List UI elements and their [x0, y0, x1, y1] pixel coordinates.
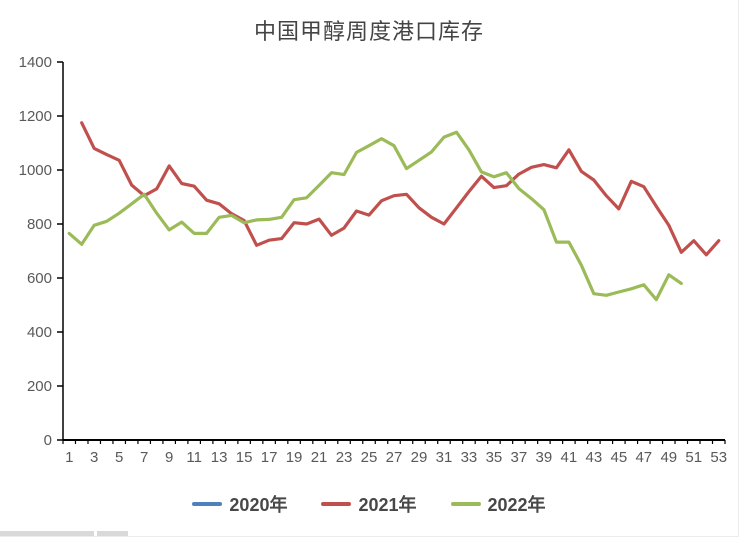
x-axis-tick-label: 25 [361, 449, 378, 466]
y-axis-tick-label: 1200 [19, 108, 52, 125]
x-axis-tick-label: 29 [411, 449, 428, 466]
x-axis-tick-label: 11 [186, 449, 202, 466]
legend-line-swatch-2020 [192, 502, 223, 506]
x-axis-tick-label: 41 [561, 449, 578, 466]
y-axis-tick-label: 1000 [19, 162, 52, 179]
x-axis-tick-label: 23 [336, 449, 353, 466]
x-axis-tick-label: 3 [90, 449, 98, 466]
x-axis-tick-label: 31 [436, 449, 453, 466]
x-axis-tick-label: 49 [660, 449, 677, 466]
x-axis-tick-label: 39 [536, 449, 553, 466]
x-axis-tick-label: 51 [685, 449, 702, 466]
y-axis-tick-label: 800 [27, 216, 52, 233]
series-line-2022 [67, 130, 683, 302]
legend-item-2022[interactable]: 2022年 [450, 491, 546, 517]
spreadsheet-cell-edge [0, 531, 94, 536]
legend-label: 2021年 [358, 495, 417, 515]
x-axis-tick-label: 13 [211, 449, 228, 466]
legend-item-2020[interactable]: 2020年 [192, 491, 287, 517]
chart-legend: 2020年 2021年 2022年 [0, 491, 738, 517]
legend-line-swatch-2021 [321, 502, 352, 506]
y-axis-tick-label: 0 [44, 432, 52, 449]
x-axis-tick-label: 33 [461, 449, 478, 466]
x-axis-tick-label: 9 [165, 449, 173, 466]
x-axis-tick-label: 17 [261, 449, 278, 466]
x-axis-tick-label: 37 [511, 449, 528, 466]
x-axis-tick-label: 45 [610, 449, 627, 466]
legend-line-swatch-2022 [450, 502, 481, 506]
x-axis-tick-label: 27 [386, 449, 403, 466]
x-axis-tick-label: 19 [286, 449, 303, 466]
spreadsheet-cell-edge [97, 531, 128, 536]
x-axis-tick-label: 15 [236, 449, 253, 466]
x-axis-tick-label: 21 [311, 449, 328, 466]
y-axis-tick-label: 400 [27, 324, 52, 341]
x-axis-tick-label: 47 [635, 449, 652, 466]
y-axis-tick-label: 200 [27, 378, 52, 395]
x-axis-tick-label: 1 [65, 449, 73, 466]
x-axis-tick-label: 43 [586, 449, 603, 466]
legend-item-2021[interactable]: 2021年 [321, 491, 417, 517]
x-axis-tick-label: 53 [710, 449, 727, 466]
y-axis-tick-label: 1400 [19, 54, 52, 71]
legend-label: 2020年 [229, 495, 288, 515]
chart-title: 中国甲醇周度港口库存 [253, 19, 484, 44]
x-axis-tick-label: 5 [115, 449, 123, 466]
x-axis-tick-label: 7 [140, 449, 148, 466]
y-axis-tick-label: 600 [27, 270, 52, 287]
legend-label: 2022年 [487, 495, 546, 515]
x-axis-tick-label: 35 [486, 449, 503, 466]
series-line-2021 [80, 121, 721, 257]
